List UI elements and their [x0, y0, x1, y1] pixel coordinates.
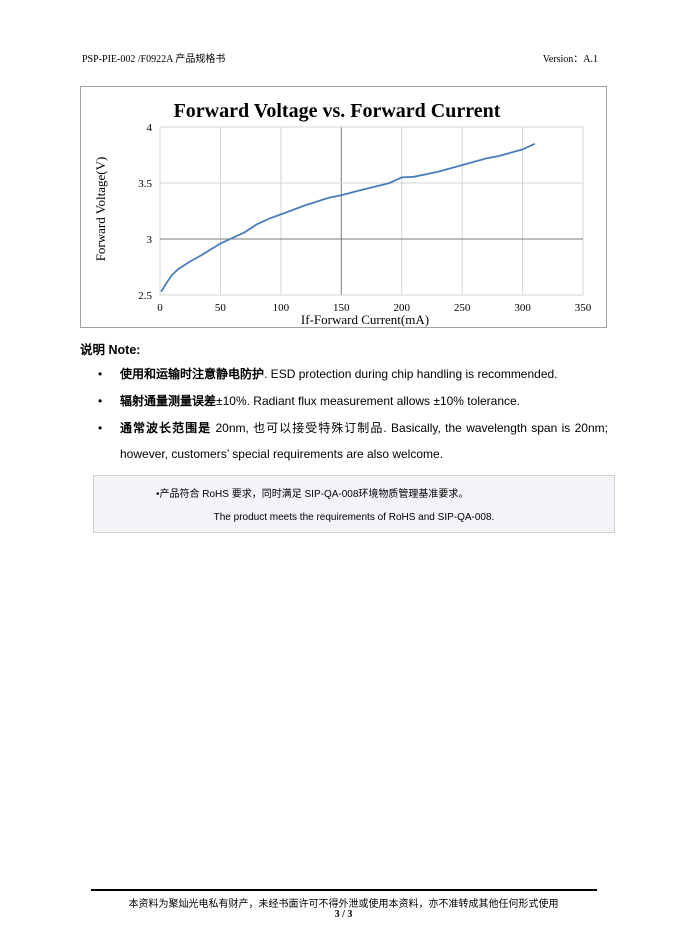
header-doc-id: PSP-PIE-002 /F0922A 产品规格书: [82, 54, 226, 65]
bullet: •: [98, 421, 103, 435]
chart-svg: Forward Voltage vs. Forward Current Forw…: [93, 100, 592, 327]
page-number: 3 / 3: [334, 909, 353, 920]
note-en: 20nm, 也可以接受特殊订制品. Basically, the wavelen…: [120, 421, 608, 461]
y-axis-label: Forward Voltage(V): [93, 157, 108, 262]
note-cn: 辐射通量测量误差: [120, 394, 217, 408]
rohs-cn: •产品符合 RoHS 要求，同时满足 SIP-QA-008环境物质管理基准要求。: [156, 489, 469, 500]
x-tick-label: 250: [454, 302, 471, 314]
note-en: . ESD protection during chip handling is…: [264, 367, 558, 381]
rohs-statement-box: •产品符合 RoHS 要求，同时满足 SIP-QA-008环境物质管理基准要求。…: [93, 475, 615, 533]
y-tick-label: 4: [147, 122, 153, 134]
note-heading-en: Note:: [108, 343, 141, 357]
y-tick-label: 3.5: [138, 178, 152, 190]
note-heading: 说明 Note:: [80, 339, 140, 358]
chart-title: Forward Voltage vs. Forward Current: [174, 100, 501, 122]
series-line: [160, 142, 536, 293]
y-tick-label: 2.5: [138, 290, 152, 302]
y-tick-label: 3: [147, 234, 153, 246]
x-tick-label: 50: [215, 302, 227, 314]
forward-voltage-chart: Forward Voltage vs. Forward Current Forw…: [80, 86, 607, 328]
x-tick-label: 0: [157, 302, 163, 314]
rohs-en: The product meets the requirements of Ro…: [213, 512, 495, 523]
note-cn: 使用和运输时注意静电防护: [120, 367, 265, 381]
note-cn: 通常波长范围是: [120, 421, 212, 435]
note-en: ±10%. Radiant flux measurement allows ±1…: [216, 394, 521, 408]
x-axis-label: If-Forward Current(mA): [301, 312, 429, 327]
x-tick-label: 350: [575, 302, 592, 314]
x-tick-label: 200: [393, 302, 410, 314]
x-tick-label: 100: [273, 302, 290, 314]
bullet: •: [98, 367, 103, 381]
bullet: •: [98, 394, 103, 408]
note-heading-cn: 说明: [80, 343, 106, 357]
x-tick-label: 150: [333, 302, 350, 314]
footer-notice: 本资料为聚灿光电私有财产，未经书面许可不得外泄或使用本资料，亦不准转成其他任何形…: [128, 899, 559, 910]
header-version: Version：A.1: [542, 54, 598, 65]
x-tick-label: 300: [514, 302, 531, 314]
footer-divider: [91, 889, 597, 891]
